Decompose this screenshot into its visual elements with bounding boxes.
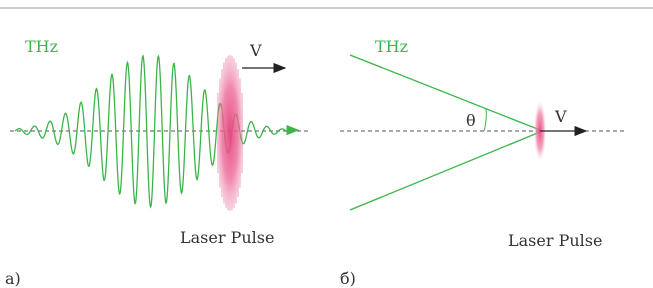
velocity-label: V	[249, 41, 262, 60]
cone-edge	[350, 55, 540, 130]
velocity-label: V	[554, 107, 567, 126]
thz-wave	[15, 56, 298, 207]
pulse-label: Laser Pulse	[508, 231, 602, 250]
caption: а)	[5, 269, 21, 288]
figure: THz V Laser Pulse а) THz θ V Laser Pulse…	[0, 0, 653, 288]
angle-arc	[484, 109, 486, 131]
thz-label: THz	[375, 37, 408, 56]
pulse-label: Laser Pulse	[180, 228, 274, 247]
laser-pulse	[216, 55, 244, 211]
caption: б)	[340, 269, 356, 288]
thz-label: THz	[25, 37, 58, 56]
angle-label: θ	[466, 111, 476, 130]
cone-edge	[350, 132, 540, 210]
